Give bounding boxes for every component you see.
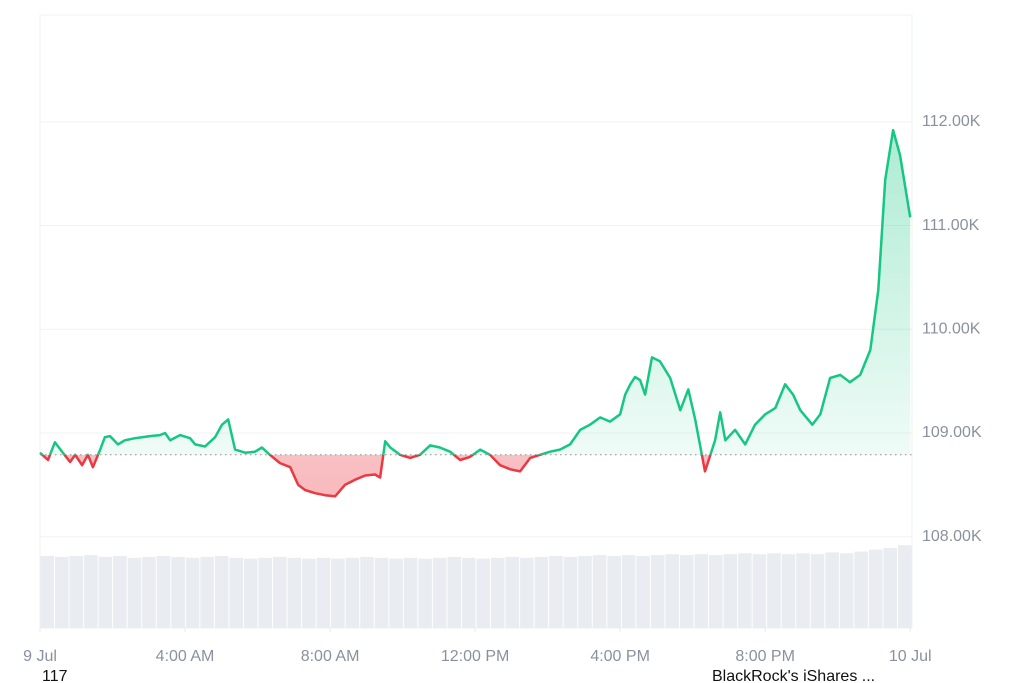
volume-bar [418,558,432,628]
volume-bar [389,558,403,628]
volume-bar [839,553,854,628]
footer-left: 117 [42,668,68,683]
volume-bar [273,556,287,628]
volume-bar [549,556,563,628]
volume-bar [738,553,752,628]
volume-bar [505,556,520,628]
volume-bar [796,553,810,628]
volume-bar [694,554,709,628]
volume-bar [621,555,636,628]
volume-bar [447,556,461,628]
volume-bar [883,547,897,628]
x-tick-label: 9 Jul [23,648,57,665]
volume-bar [825,552,839,628]
plot-frame [39,14,913,629]
volume-bar [214,556,229,628]
volume-bar [316,557,331,628]
volume-bar [868,549,883,628]
volume-bar [287,557,302,628]
volume-bar [113,556,127,628]
volume-bar [374,557,389,628]
volume-bar [520,557,534,628]
volume-bar [171,556,185,628]
volume-bar [98,556,113,628]
volume-bar [142,556,156,628]
y-tick-label: 111.00K [922,217,980,234]
volume-bar [40,556,55,628]
volume-bar [55,556,69,628]
footer-right: BlackRock's iShares ... [712,668,875,683]
volume-bar [578,556,592,628]
x-tick-label: 10 Jul [889,648,932,665]
y-tick-label: 108.00K [922,528,982,545]
volume-bar [461,557,476,628]
volume-bar [345,557,360,628]
volume-bar [810,554,825,628]
y-tick-label: 112.00K [922,113,981,130]
x-tick-label: 12:00 PM [441,648,509,665]
y-tick-label: 110.00K [922,320,981,337]
volume-bar [491,557,505,628]
volume-bar [752,554,767,628]
volume-bar [403,557,418,628]
volume-bar [679,555,694,628]
volume-bar [258,557,273,628]
volume-bar [127,557,142,628]
x-tick-label: 8:00 PM [735,648,795,665]
volume-bar [781,554,796,628]
volume-bar [156,556,171,628]
volume-bar [84,555,98,628]
volume-bar [200,556,214,628]
y-tick-label: 109.00K [922,424,982,441]
volume-bar [592,555,607,628]
volume-bar [767,553,781,628]
volume-bar [243,558,258,628]
volume-bar [185,557,200,628]
volume-bar [723,554,738,628]
volume-bar [229,557,243,628]
volume-bar [360,556,374,628]
x-tick-label: 4:00 PM [590,648,650,665]
volume-bar [665,554,679,628]
volume-bar [607,556,621,628]
area-down [42,454,711,497]
volume-bar [432,557,447,628]
volume-bar [476,558,491,628]
volume-bar [563,556,578,628]
x-tick-label: 4:00 AM [156,648,215,665]
volume-bar [854,551,868,628]
price-line-up [39,128,912,455]
volume-bar [709,555,723,628]
volume-bar [69,556,84,628]
price-line-down [40,454,712,498]
volume-bar [636,556,650,628]
volume-bar [897,545,912,628]
volume-bar [650,555,665,628]
volume-bar [331,558,345,628]
x-tick-label: 8:00 AM [301,648,360,665]
volume-bar [534,556,549,628]
area-up [40,130,911,455]
volume-bar [302,558,316,628]
